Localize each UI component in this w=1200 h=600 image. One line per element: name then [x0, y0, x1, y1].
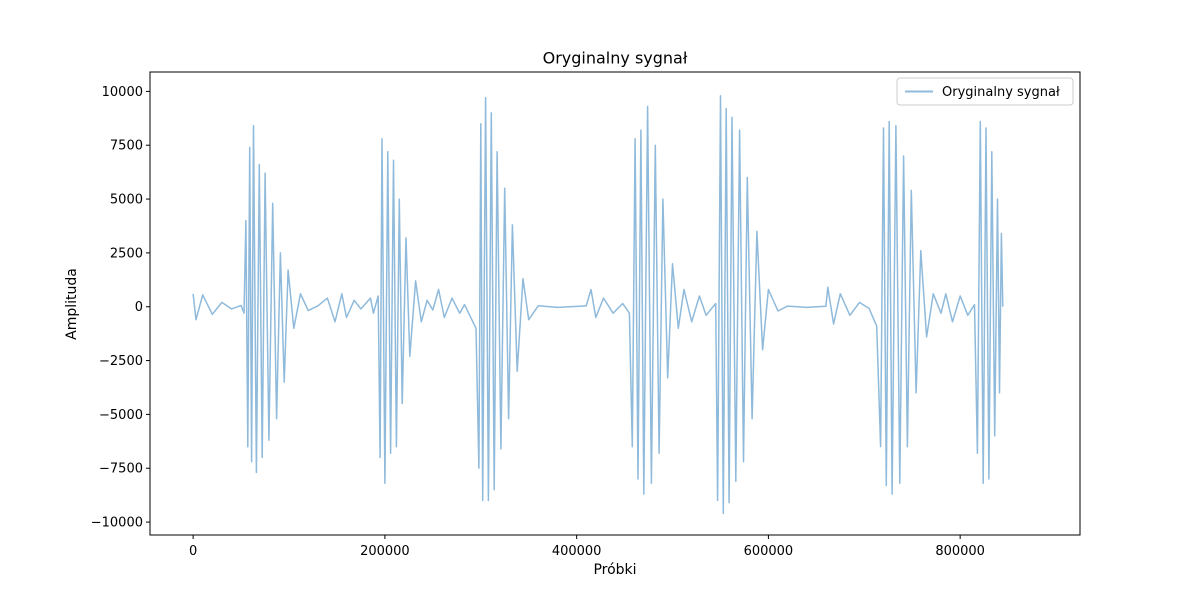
- x-tick-label: 600000: [744, 544, 794, 559]
- x-axis: 0 200000 400000 600000 800000: [189, 535, 985, 559]
- y-tick-label: 2500: [110, 246, 143, 261]
- x-axis-label: Próbki: [593, 562, 636, 578]
- y-tick-label: −7500: [99, 462, 143, 477]
- legend-label: Oryginalny sygnał: [942, 85, 1060, 100]
- y-tick-label: −10000: [91, 516, 143, 531]
- legend: Oryginalny sygnał: [896, 77, 1074, 106]
- x-tick-label: 400000: [552, 544, 602, 559]
- y-tick-label: 5000: [110, 193, 143, 208]
- y-tick-label: 10000: [102, 85, 143, 100]
- y-tick-label: 7500: [110, 139, 143, 154]
- chart-title: Oryginalny sygnał: [543, 49, 688, 68]
- y-axis: 10000 7500 5000 2500 0 −2500 −5000 −7500 −10000: [91, 85, 150, 531]
- axes-frame: [149, 71, 1081, 536]
- plot-area: [149, 71, 1081, 536]
- x-tick-label: 200000: [360, 544, 410, 559]
- signal-line: [192, 94, 1004, 515]
- y-tick-label: 0: [135, 300, 143, 315]
- y-tick-label: −5000: [99, 408, 143, 423]
- x-tick-label: 0: [189, 544, 197, 559]
- signal-series: [192, 94, 1004, 515]
- y-axis-label: Amplituda: [64, 268, 80, 340]
- x-tick-label: 800000: [935, 544, 985, 559]
- legend-box: [896, 77, 1074, 106]
- y-tick-label: −2500: [99, 354, 143, 369]
